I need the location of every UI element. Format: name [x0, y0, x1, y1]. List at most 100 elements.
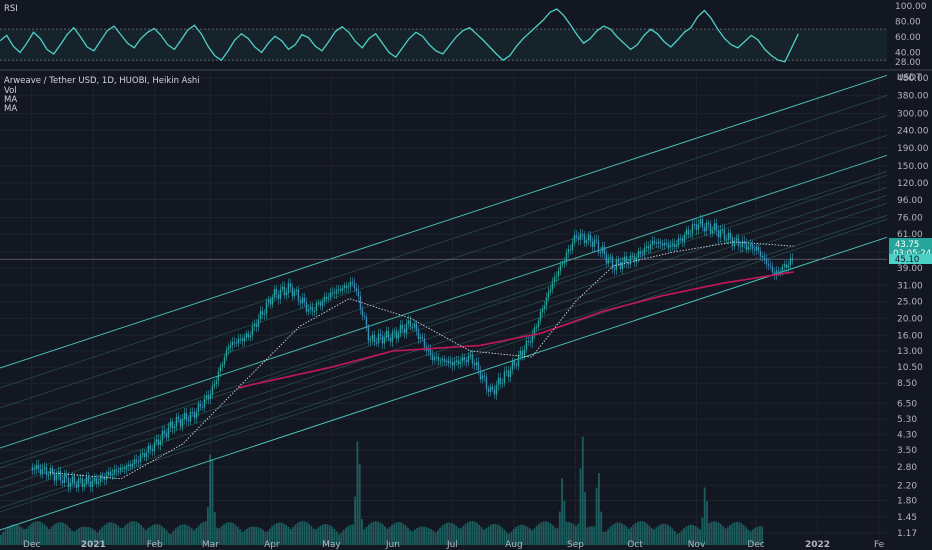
- volume-bar: [448, 522, 451, 545]
- candle-body: [649, 244, 652, 249]
- volume-bar: [142, 527, 145, 545]
- candle-body: [43, 467, 46, 469]
- candle-body: [767, 264, 770, 266]
- candle-body: [315, 303, 318, 311]
- candle-body: [567, 249, 570, 253]
- candle-body: [399, 324, 402, 334]
- volume-bar: [469, 521, 471, 545]
- volume-bar: [248, 527, 251, 545]
- volume-bar: [75, 529, 78, 545]
- candle-body: [497, 377, 500, 386]
- candle-body: [155, 439, 158, 443]
- price-tick-label: 61.00: [897, 230, 923, 240]
- candle-body: [395, 330, 398, 339]
- symbol-legend[interactable]: Arweave / Tether USD, 1D, HUOBI, Heikin …: [4, 76, 200, 86]
- rsi-band: [0, 29, 887, 61]
- candle-body: [117, 470, 120, 472]
- candle-body: [695, 224, 698, 230]
- candle-body: [759, 250, 762, 257]
- volume-bar: [216, 527, 218, 545]
- volume-bar: [62, 522, 64, 545]
- candle-body: [207, 395, 210, 399]
- volume-bar: [694, 525, 697, 545]
- current-price-box: [889, 238, 932, 259]
- volume-bar: [554, 527, 557, 545]
- candle-body: [735, 238, 738, 241]
- volume-bar: [310, 526, 313, 545]
- candle-body: [677, 238, 680, 246]
- volume-bar: [508, 533, 511, 545]
- volume-bar: [278, 522, 281, 545]
- main-panel[interactable]: Arweave / Tether USD, 1D, HUOBI, Heikin …: [0, 72, 888, 545]
- price-tick-label: 480.00: [897, 74, 929, 84]
- candle-body: [387, 331, 390, 339]
- time-axis[interactable]: Dec 2021 Feb Mar Apr May Jun Jul Aug Sep Oct Nov Dec…: [23, 540, 885, 550]
- volume-bar: [85, 526, 87, 545]
- channel-line: [0, 175, 888, 469]
- volume-bar: [273, 524, 276, 545]
- volume-bar: [745, 527, 747, 545]
- candle-body: [489, 386, 492, 392]
- volume-bar: [269, 528, 271, 545]
- candle-body: [411, 326, 414, 328]
- volume-bar: [761, 526, 764, 545]
- candle-body: [639, 251, 642, 254]
- candle-body: [479, 370, 482, 380]
- candle-body: [257, 319, 260, 327]
- candle-body: [335, 290, 338, 294]
- candle-body: [661, 243, 664, 246]
- candle-body: [233, 342, 236, 344]
- volume-bar: [78, 528, 80, 545]
- candle-body: [197, 403, 200, 412]
- volume-bar: [282, 523, 285, 545]
- candle-body: [31, 467, 34, 470]
- candle-body: [137, 461, 140, 463]
- volume-bar: [16, 524, 18, 545]
- volume-bar: [271, 526, 274, 545]
- candle-body: [123, 467, 126, 470]
- volume-bar: [358, 463, 361, 545]
- candle-body: [573, 235, 576, 243]
- time-tick-label: Dec: [747, 540, 764, 550]
- candle-body: [301, 297, 304, 304]
- candle-body: [703, 227, 706, 232]
- candle-body: [523, 349, 526, 356]
- candle-body: [389, 338, 392, 342]
- volume-bar: [740, 523, 743, 545]
- channel-line: [0, 155, 888, 449]
- candle-body: [175, 416, 178, 427]
- price-tick-label: 39.00: [897, 264, 923, 274]
- candle-body: [555, 276, 558, 278]
- volume-bar: [207, 507, 209, 545]
- volume-bar: [391, 525, 393, 545]
- ma-short-line: [49, 241, 794, 480]
- candle-body: [209, 394, 212, 399]
- candle-body: [775, 270, 778, 275]
- candle-body: [423, 338, 426, 348]
- ma2-legend[interactable]: MA: [4, 104, 17, 114]
- vol-legend[interactable]: Vol: [4, 86, 17, 96]
- candle-body: [205, 395, 208, 399]
- price-tick-label: 4.30: [897, 431, 917, 441]
- candle-body: [495, 385, 498, 395]
- channel-line: [0, 187, 888, 481]
- candle-body: [419, 337, 422, 339]
- candle-body: [323, 296, 326, 302]
- candle-body: [355, 288, 358, 291]
- volume-bar: [595, 487, 598, 545]
- candle-body: [699, 219, 702, 225]
- volume-bar: [678, 532, 681, 545]
- volume-bar: [338, 534, 340, 545]
- volume-bar: [614, 523, 616, 545]
- volume-bar: [259, 528, 262, 545]
- candle-body: [93, 478, 96, 481]
- volume-bar: [418, 526, 421, 545]
- candle-body: [293, 291, 296, 297]
- volume-bar: [717, 522, 720, 545]
- price-axis[interactable]: USDT 480.00 380.00 300.00 240.00 190.00 150.0…: [889, 73, 932, 539]
- candle-body: [235, 343, 238, 345]
- volume-bar: [738, 522, 741, 545]
- ma1-legend[interactable]: MA: [4, 95, 17, 105]
- candle-body: [617, 260, 620, 263]
